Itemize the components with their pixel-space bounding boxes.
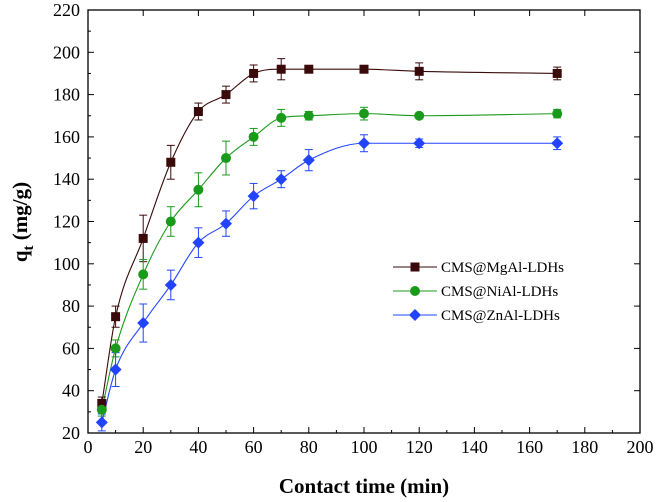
series-2-point — [109, 363, 122, 376]
series-1-point — [414, 110, 425, 121]
x-tick-label: 0 — [84, 437, 93, 457]
series-2-point — [247, 190, 260, 203]
series-0-point — [304, 64, 314, 74]
series-2-point — [413, 137, 426, 150]
x-tick-label: 180 — [571, 437, 598, 457]
axis-ticks: 0 20 40 60 80 100 120 140 160 180 2002040608010012… — [53, 0, 654, 457]
series-2-point — [275, 173, 288, 186]
y-tick-label: 180 — [53, 85, 80, 105]
series-2-point — [164, 278, 177, 291]
plot-area-frame — [87, 9, 641, 434]
legend-marker — [410, 262, 420, 272]
series-0-point — [221, 90, 231, 100]
legend: CMS@MgAl-LDHs CMS@NiAl-LDHs CMS@ZnAl-LDHs — [393, 260, 564, 324]
series-2-point — [220, 217, 232, 230]
y-tick-label: 220 — [53, 0, 80, 20]
series-2-point — [358, 137, 370, 150]
series-2-point — [551, 137, 564, 150]
legend-label: CMS@NiAl-LDHs — [441, 284, 558, 300]
y-axis-title-sub: t — [21, 245, 37, 250]
series-2-point — [192, 236, 205, 249]
series-1-point — [552, 108, 563, 119]
series-1-point — [110, 343, 121, 354]
series-0-point — [414, 66, 424, 76]
x-tick-label: 140 — [461, 437, 488, 457]
legend-label: CMS@MgAl-LDHs — [441, 260, 564, 276]
svg-text:qt (mg/g): qt (mg/g) — [8, 182, 37, 262]
series-0-point — [166, 157, 176, 167]
y-tick-label: 20 — [62, 423, 80, 443]
y-tick-label: 100 — [53, 254, 80, 274]
series-0-point — [359, 64, 369, 74]
series-1-point — [165, 216, 176, 227]
series-1-point — [303, 110, 314, 121]
series-1-point — [359, 108, 369, 119]
series-1-point — [96, 404, 107, 415]
series-1-point — [276, 112, 287, 123]
x-tick-label: 60 — [245, 437, 263, 457]
series-1-point — [221, 153, 231, 164]
y-axis-title-main: q — [8, 250, 32, 262]
x-tick-label: 100 — [351, 437, 378, 457]
series-1-point — [248, 131, 259, 142]
y-axis-title: qt (mg/g) — [8, 182, 37, 262]
series-0-point — [138, 233, 148, 243]
x-tick-label: 120 — [406, 437, 433, 457]
y-axis-title-unit: (mg/g) — [8, 182, 32, 246]
series-2-point — [95, 416, 108, 429]
y-tick-label: 120 — [53, 212, 80, 232]
x-axis-title: Contact time (min) — [279, 474, 449, 498]
x-tick-label: 80 — [300, 437, 318, 457]
series-1-point — [138, 269, 149, 280]
y-tick-label: 140 — [53, 169, 80, 189]
series-0-point — [193, 107, 203, 117]
y-tick-label: 60 — [62, 338, 80, 358]
x-tick-label: 40 — [189, 437, 207, 457]
series-1-line — [101, 113, 558, 410]
series-0-line — [101, 68, 558, 404]
data-markers — [95, 64, 564, 429]
x-tick-label: 160 — [516, 437, 543, 457]
y-tick-label: 80 — [62, 296, 80, 316]
series-0-point — [276, 64, 286, 74]
legend-marker — [409, 309, 421, 321]
series-2-point — [137, 317, 150, 330]
series-0-point — [249, 68, 259, 78]
y-tick-label: 40 — [62, 381, 80, 401]
series-2-point — [302, 154, 315, 167]
y-tick-label: 160 — [53, 127, 80, 147]
y-tick-label: 200 — [53, 42, 80, 62]
x-tick-label: 200 — [627, 437, 654, 457]
x-tick-label: 20 — [134, 437, 152, 457]
series-0-point — [97, 398, 107, 408]
series-1-point — [193, 184, 204, 195]
legend-marker — [410, 286, 420, 296]
legend-label: CMS@ZnAl-LDHs — [441, 308, 560, 324]
series-0-point — [552, 68, 562, 78]
series-0-point — [111, 312, 121, 322]
